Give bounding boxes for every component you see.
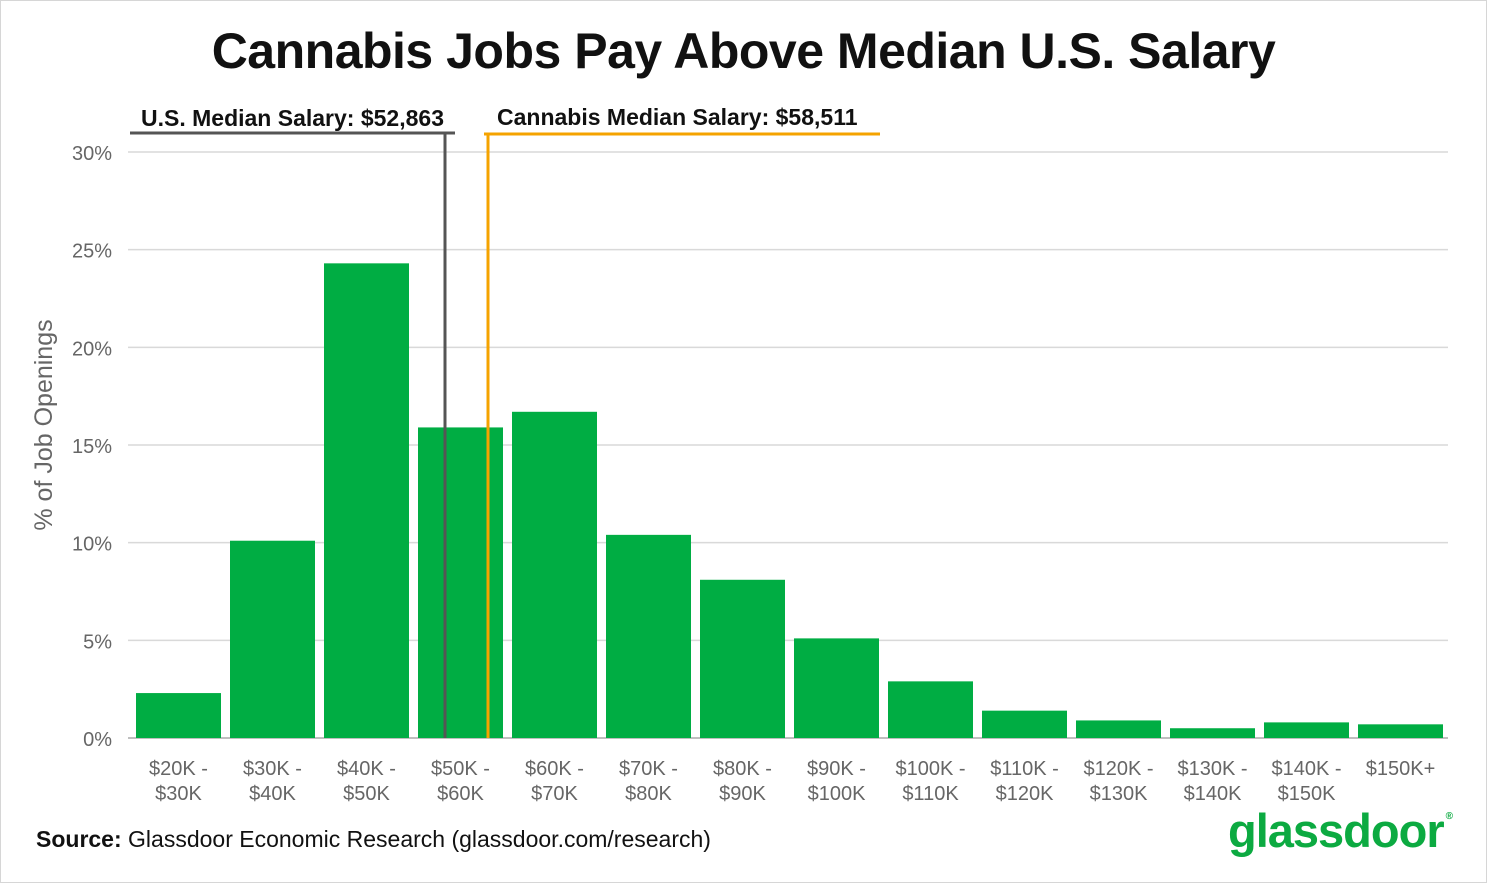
x-tick-label: $100K <box>808 783 866 805</box>
x-tick-label: $60K - <box>525 758 584 780</box>
x-tick-label: $30K - <box>243 758 302 780</box>
glassdoor-logo[interactable]: glassdoor ® <box>1228 803 1453 858</box>
bar <box>230 540 315 738</box>
bar <box>1358 724 1443 738</box>
y-tick-label: 5% <box>83 631 112 653</box>
bar <box>794 638 879 738</box>
bar <box>418 427 503 738</box>
y-tick-label: 30% <box>72 143 112 165</box>
x-tick-label: $80K - <box>713 758 772 780</box>
x-tick-label: $70K <box>531 783 578 805</box>
bars <box>136 263 1443 738</box>
x-tick-label: $40K - <box>337 758 396 780</box>
x-tick-label: $120K <box>996 783 1054 805</box>
x-tick-labels: $20K - $30K $30K - $40K $40K - $50K $50K - $60K… <box>149 758 1435 805</box>
y-tick-label: 25% <box>72 241 112 263</box>
y-tick-label: 20% <box>72 338 112 360</box>
bar <box>606 534 691 738</box>
x-tick-label: $130K <box>1090 783 1148 805</box>
x-tick-label: $20K - <box>149 758 208 780</box>
bar <box>512 411 597 738</box>
logo-registered-mark: ® <box>1445 811 1453 822</box>
x-tick-label: $110K <box>902 783 959 805</box>
bar <box>1076 720 1161 738</box>
x-tick-label: $100K - <box>895 758 965 780</box>
bar <box>888 681 973 738</box>
x-tick-label: $50K - <box>431 758 490 780</box>
bar <box>700 579 785 738</box>
x-tick-label: $30K <box>155 783 202 805</box>
median-label: U.S. Median Salary: $52,863 <box>141 105 444 131</box>
bar <box>982 710 1067 738</box>
x-tick-label: $140K <box>1184 783 1242 805</box>
x-tick-label: $90K <box>719 783 766 805</box>
x-tick-label: $50K <box>343 783 390 805</box>
x-tick-label: $110K - <box>990 758 1059 780</box>
bar <box>1264 722 1349 738</box>
bar <box>136 693 221 738</box>
y-tick-labels: 0% 5% 10% 15% 20% 25% 30% <box>72 143 112 751</box>
reference-lines: U.S. Median Salary: $52,863 Cannabis Medi… <box>130 104 880 738</box>
x-tick-label: $150K <box>1278 783 1336 805</box>
y-axis-label: % of Job Openings <box>30 319 58 530</box>
source-text: Glassdoor Economic Research (glassdoor.c… <box>128 826 711 852</box>
x-tick-label: $70K - <box>619 758 678 780</box>
chart-title: Cannabis Jobs Pay Above Median U.S. Sala… <box>211 23 1276 79</box>
x-tick-label: $150K+ <box>1366 758 1436 780</box>
x-tick-label: $120K - <box>1083 758 1153 780</box>
x-tick-label: $130K - <box>1177 758 1247 780</box>
logo-text: glassdoor <box>1228 804 1445 857</box>
y-tick-label: 10% <box>72 534 112 556</box>
x-tick-label: $140K - <box>1271 758 1341 780</box>
x-tick-label: $60K <box>437 783 484 805</box>
bar <box>324 263 409 738</box>
source-prefix: Source: <box>36 826 122 852</box>
x-tick-label: $40K <box>249 783 296 805</box>
y-tick-label: 0% <box>83 729 112 751</box>
bar <box>1170 728 1255 738</box>
median-label: Cannabis Median Salary: $58,511 <box>497 104 858 130</box>
source-note: Source: Glassdoor Economic Research (gla… <box>36 826 711 853</box>
y-tick-label: 15% <box>72 436 112 458</box>
x-tick-label: $90K - <box>807 758 866 780</box>
x-tick-label: $80K <box>625 783 672 805</box>
